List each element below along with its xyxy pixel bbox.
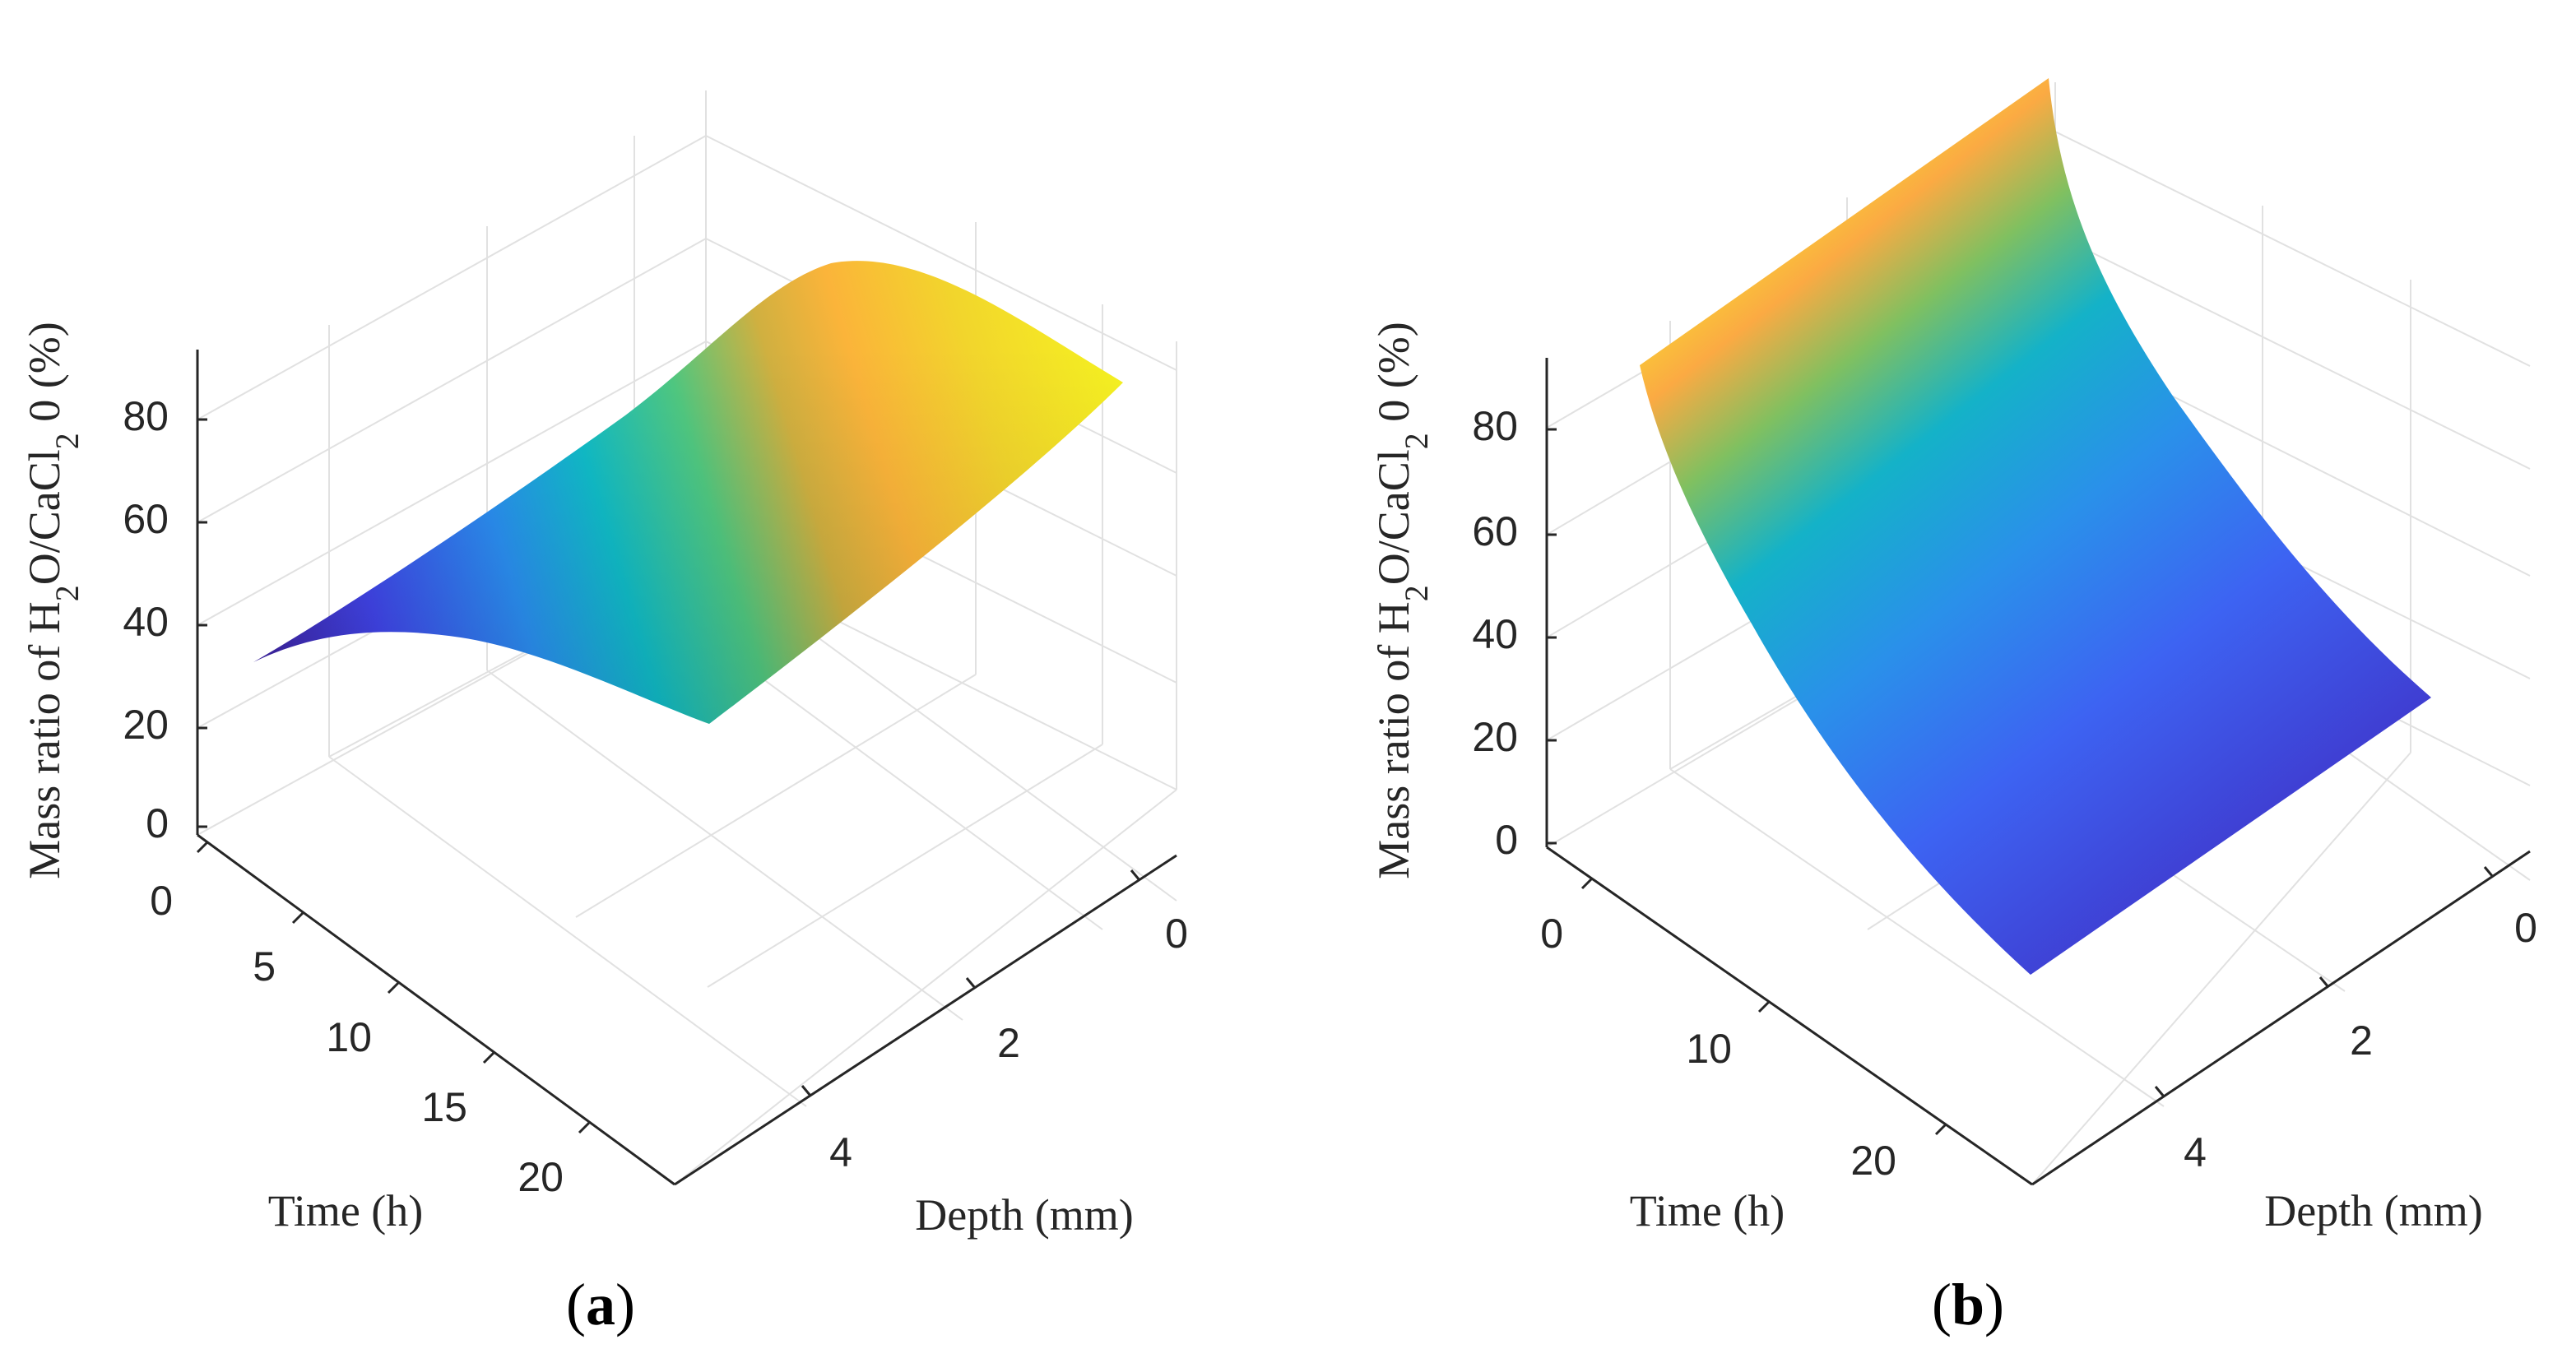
panel-a-depth-axis [674,854,1177,1186]
panel-a-time-tick: 10 [326,1014,372,1060]
panel-a-time-axis [197,833,675,1186]
panel-b-time-label: Time (h) [1630,1186,1785,1235]
panel-a-depth-tick: 2 [997,1020,1020,1066]
panel-b-depth-axis [2031,850,2531,1186]
panel-a-surface-shade [253,261,1123,725]
panel-a-time-ticks: 0 5 10 15 20 [150,878,564,1200]
panel-b-z-tick: 40 [1472,611,1518,657]
panel-b-axes [1545,358,2531,1186]
panel-a-time-tick: 0 [150,878,173,924]
panel-b-time-ticks: 0 10 20 [1540,911,1896,1184]
panel-b-time-tick: 10 [1686,1026,1732,1072]
panel-b-time-axis [1546,846,2033,1186]
panel-a-time-tick: 15 [421,1084,467,1130]
panel-a-axes [196,350,1177,1186]
panel-b-z-label: Mass ratio of H2O/CaCl2 0 (%) [1369,322,1435,878]
panel-a-label: (a) [566,1272,635,1337]
panel-a-depth-label: Depth (mm) [915,1190,1133,1240]
panel-b-z-tick: 20 [1472,714,1518,760]
panel-b-surface [1640,78,2431,975]
panel-b-z-tick: 60 [1472,508,1518,554]
panel-a-z-tick: 60 [123,496,169,542]
panel-b-label: (b) [1932,1272,2004,1337]
panel-a-z-tick: 80 [123,393,169,439]
panel-a-depth-ticks: 0 2 4 [829,911,1188,1175]
panel-a: 0 20 40 60 80 0 5 10 15 20 0 2 4 Time (h… [20,90,1188,1337]
panel-b-depth-tick: 4 [2184,1129,2207,1175]
panel-b-depth-ticks: 0 2 4 [2184,905,2537,1175]
panel-b-time-tick: 20 [1850,1138,1896,1184]
panel-a-depth-tick: 0 [1165,911,1188,957]
panel-b-time-tick: 0 [1540,911,1563,957]
panel-b-z-tick: 0 [1495,817,1518,863]
panel-a-z-tick: 0 [146,800,169,846]
panel-a-time-tick: 20 [518,1154,564,1200]
panel-a-grid [197,90,1177,1185]
panel-a-z-tick: 20 [123,702,169,748]
panel-a-z-label: Mass ratio of H2O/CaCl2 0 (%) [20,322,86,878]
panel-b-z-ticks: 0 20 40 60 80 [1472,403,1518,863]
panel-b-depth-label: Depth (mm) [2264,1186,2482,1235]
panel-a-time-label: Time (h) [268,1186,424,1235]
panel-b-depth-tick: 2 [2350,1018,2373,1064]
panel-a-z-ticks: 0 20 40 60 80 [123,393,169,846]
panel-b: 0 20 40 60 80 0 10 20 0 2 4 Time (h) Dep… [1369,78,2537,1337]
panel-b-z-tick: 80 [1472,403,1518,449]
panel-a-time-tick: 5 [253,943,276,990]
panel-a-z-tick: 40 [123,599,169,645]
panel-a-depth-tick: 4 [829,1129,852,1175]
panel-b-depth-tick: 0 [2514,905,2537,951]
